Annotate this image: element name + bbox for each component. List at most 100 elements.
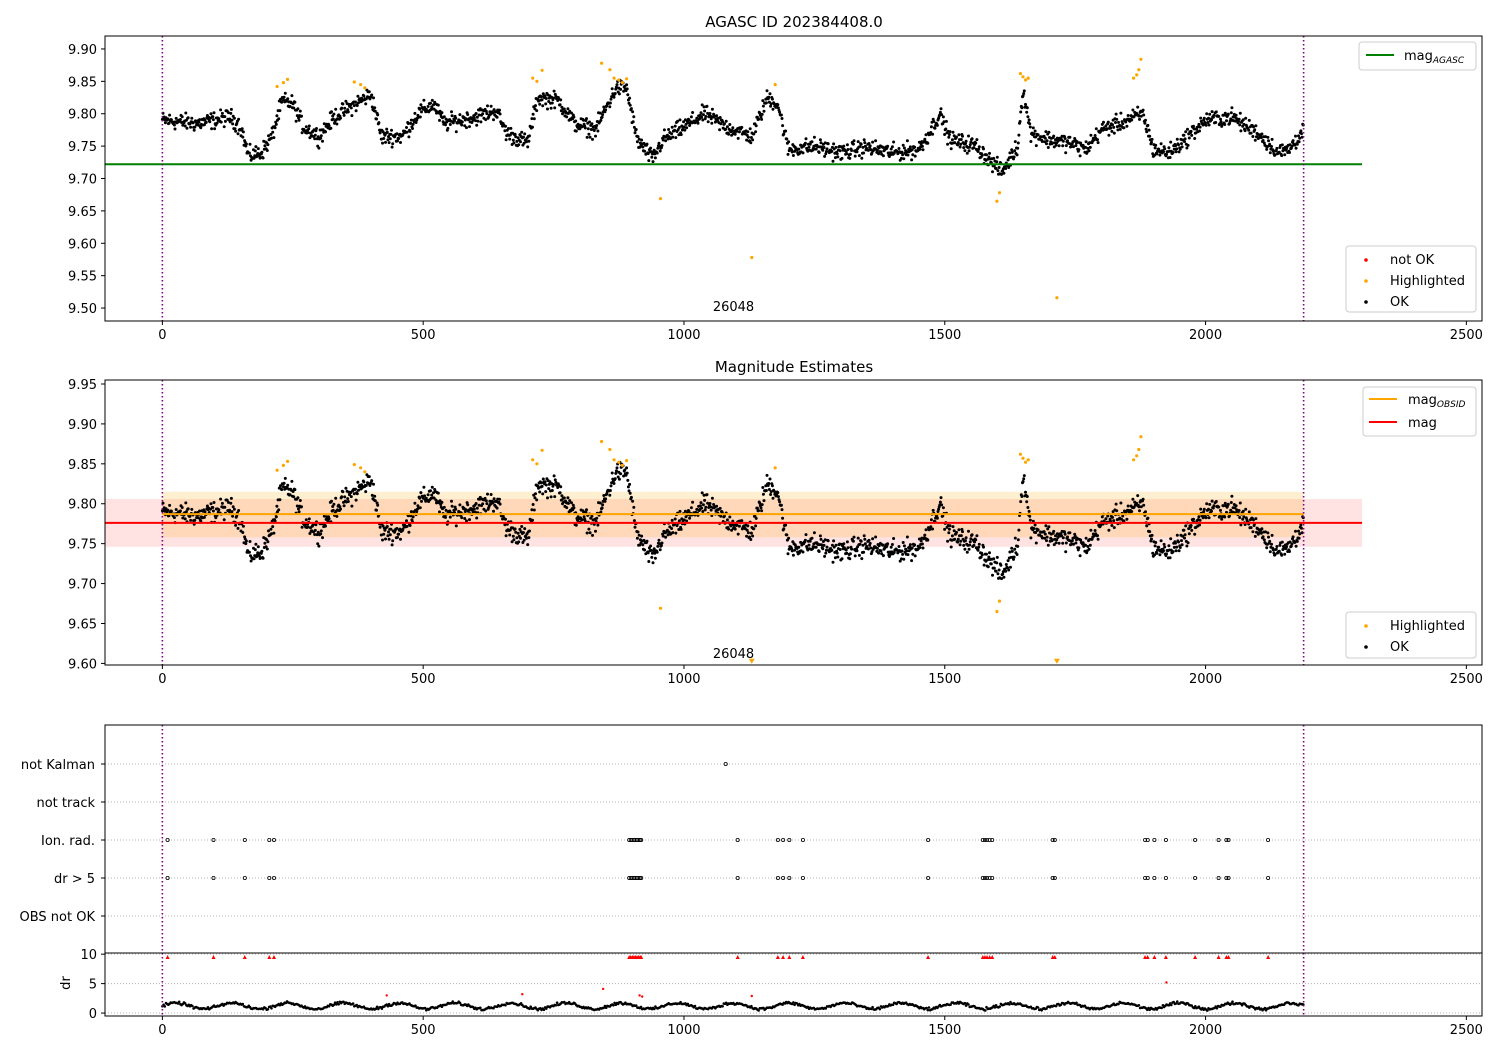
- dr-point: [1170, 1003, 1173, 1007]
- data-point-ok: [929, 525, 933, 529]
- data-point-ok: [335, 122, 339, 126]
- data-point-ok: [1237, 509, 1241, 512]
- data-point-ok: [658, 149, 662, 153]
- data-point-ok: [373, 109, 377, 113]
- data-point-ok: [558, 103, 562, 107]
- data-point-ok: [232, 116, 236, 120]
- data-point-ok: [933, 126, 937, 130]
- data-point-ok: [1169, 140, 1173, 144]
- data-point-ok: [528, 134, 531, 138]
- data-point-ok: [492, 497, 496, 501]
- data-point-ok: [405, 130, 409, 134]
- data-point-ok: [1010, 150, 1014, 154]
- data-point-ok: [982, 563, 986, 567]
- dr-point: [1036, 1006, 1040, 1009]
- data-point-ok: [821, 547, 825, 551]
- data-point-ok: [962, 543, 966, 547]
- data-point-ok: [817, 550, 821, 553]
- data-point-ok: [722, 514, 726, 518]
- data-point-ok: [390, 145, 394, 149]
- data-point-ok: [848, 557, 852, 561]
- data-point-ok: [680, 517, 684, 521]
- data-point-ok: [952, 134, 956, 138]
- data-point-ok: [715, 504, 719, 508]
- legend-label-highlighted: Highlighted: [1390, 619, 1465, 634]
- data-point-ok: [727, 527, 731, 531]
- data-point-ok: [297, 116, 300, 120]
- data-point-ok: [1046, 543, 1050, 547]
- data-point-ok: [589, 128, 593, 131]
- data-point-ok: [637, 137, 641, 141]
- data-point-ok: [627, 489, 631, 493]
- data-point-ok: [590, 514, 594, 518]
- data-point-ok: [169, 118, 173, 122]
- data-point-ok: [445, 120, 449, 124]
- data-point-ok: [982, 147, 985, 151]
- panel-agasc: AGASC ID 202384408.0 0 500 1000 1500 2000 250…: [68, 13, 1483, 343]
- data-point-ok: [1051, 538, 1054, 542]
- data-point-ok: [1146, 123, 1150, 127]
- data-point-ok: [468, 125, 471, 129]
- data-point-ok: [938, 110, 942, 114]
- data-point-ok: [655, 550, 659, 554]
- data-point-ok: [866, 547, 870, 551]
- data-point-ok: [841, 544, 845, 548]
- data-point-ok: [405, 519, 408, 523]
- data-point-highlighted: [531, 76, 535, 80]
- data-point-ok: [1171, 151, 1175, 154]
- data-point-ok: [379, 137, 383, 141]
- data-point-highlighted: [625, 459, 629, 463]
- data-point-ok: [961, 134, 964, 138]
- data-point-ok: [724, 119, 728, 123]
- data-point-ok: [931, 508, 935, 512]
- data-point-ok: [1243, 129, 1247, 133]
- data-point-ok: [793, 548, 797, 552]
- data-point-ok: [1262, 538, 1266, 542]
- data-point-ok: [413, 111, 417, 115]
- data-point-ok: [172, 123, 176, 127]
- dr-point: [639, 1005, 643, 1009]
- data-point-ok: [172, 516, 176, 520]
- data-point-highlighted: [612, 458, 616, 462]
- data-point-ok: [297, 507, 300, 511]
- data-point-ok: [261, 156, 265, 160]
- data-point-ok: [509, 126, 513, 130]
- data-point-ok: [475, 516, 479, 520]
- data-point-ok: [1001, 570, 1005, 574]
- data-point-ok: [1064, 541, 1068, 545]
- data-point-ok: [498, 502, 502, 506]
- data-point-ok: [211, 509, 215, 513]
- data-point-ok: [725, 518, 729, 522]
- data-point-ok: [523, 527, 527, 531]
- data-point-ok: [1280, 154, 1284, 158]
- data-point-ok: [830, 149, 834, 153]
- data-point-ok: [660, 541, 664, 545]
- data-point-highlighted: [773, 466, 777, 470]
- data-point-ok: [1100, 122, 1104, 126]
- data-point-ok: [901, 541, 905, 544]
- data-point-highlighted: [359, 466, 363, 470]
- data-point-ok: [450, 110, 453, 114]
- data-point-ok: [1186, 541, 1190, 545]
- data-point-ok: [770, 97, 774, 101]
- data-point-ok: [905, 535, 909, 539]
- data-point-ok: [598, 111, 602, 115]
- data-point-ok: [256, 545, 260, 549]
- data-point-highlighted: [600, 439, 604, 444]
- data-point-ok: [851, 142, 855, 146]
- data-point-ok: [929, 518, 933, 522]
- data-point-ok: [1022, 89, 1026, 93]
- x-tick-label: 500: [411, 328, 436, 343]
- data-point-ok: [472, 116, 476, 120]
- legend-marker-ok: [1364, 300, 1368, 304]
- data-point-ok: [976, 548, 980, 552]
- data-point-ok: [430, 493, 434, 497]
- data-point-ok: [910, 158, 914, 162]
- data-point-highlighted: [535, 79, 539, 83]
- data-point-ok: [1267, 535, 1270, 539]
- data-point-ok: [346, 108, 350, 112]
- data-point-ok: [1104, 517, 1108, 521]
- data-point-ok: [706, 501, 710, 505]
- data-point-ok: [1186, 143, 1190, 147]
- data-point-ok: [1252, 125, 1255, 129]
